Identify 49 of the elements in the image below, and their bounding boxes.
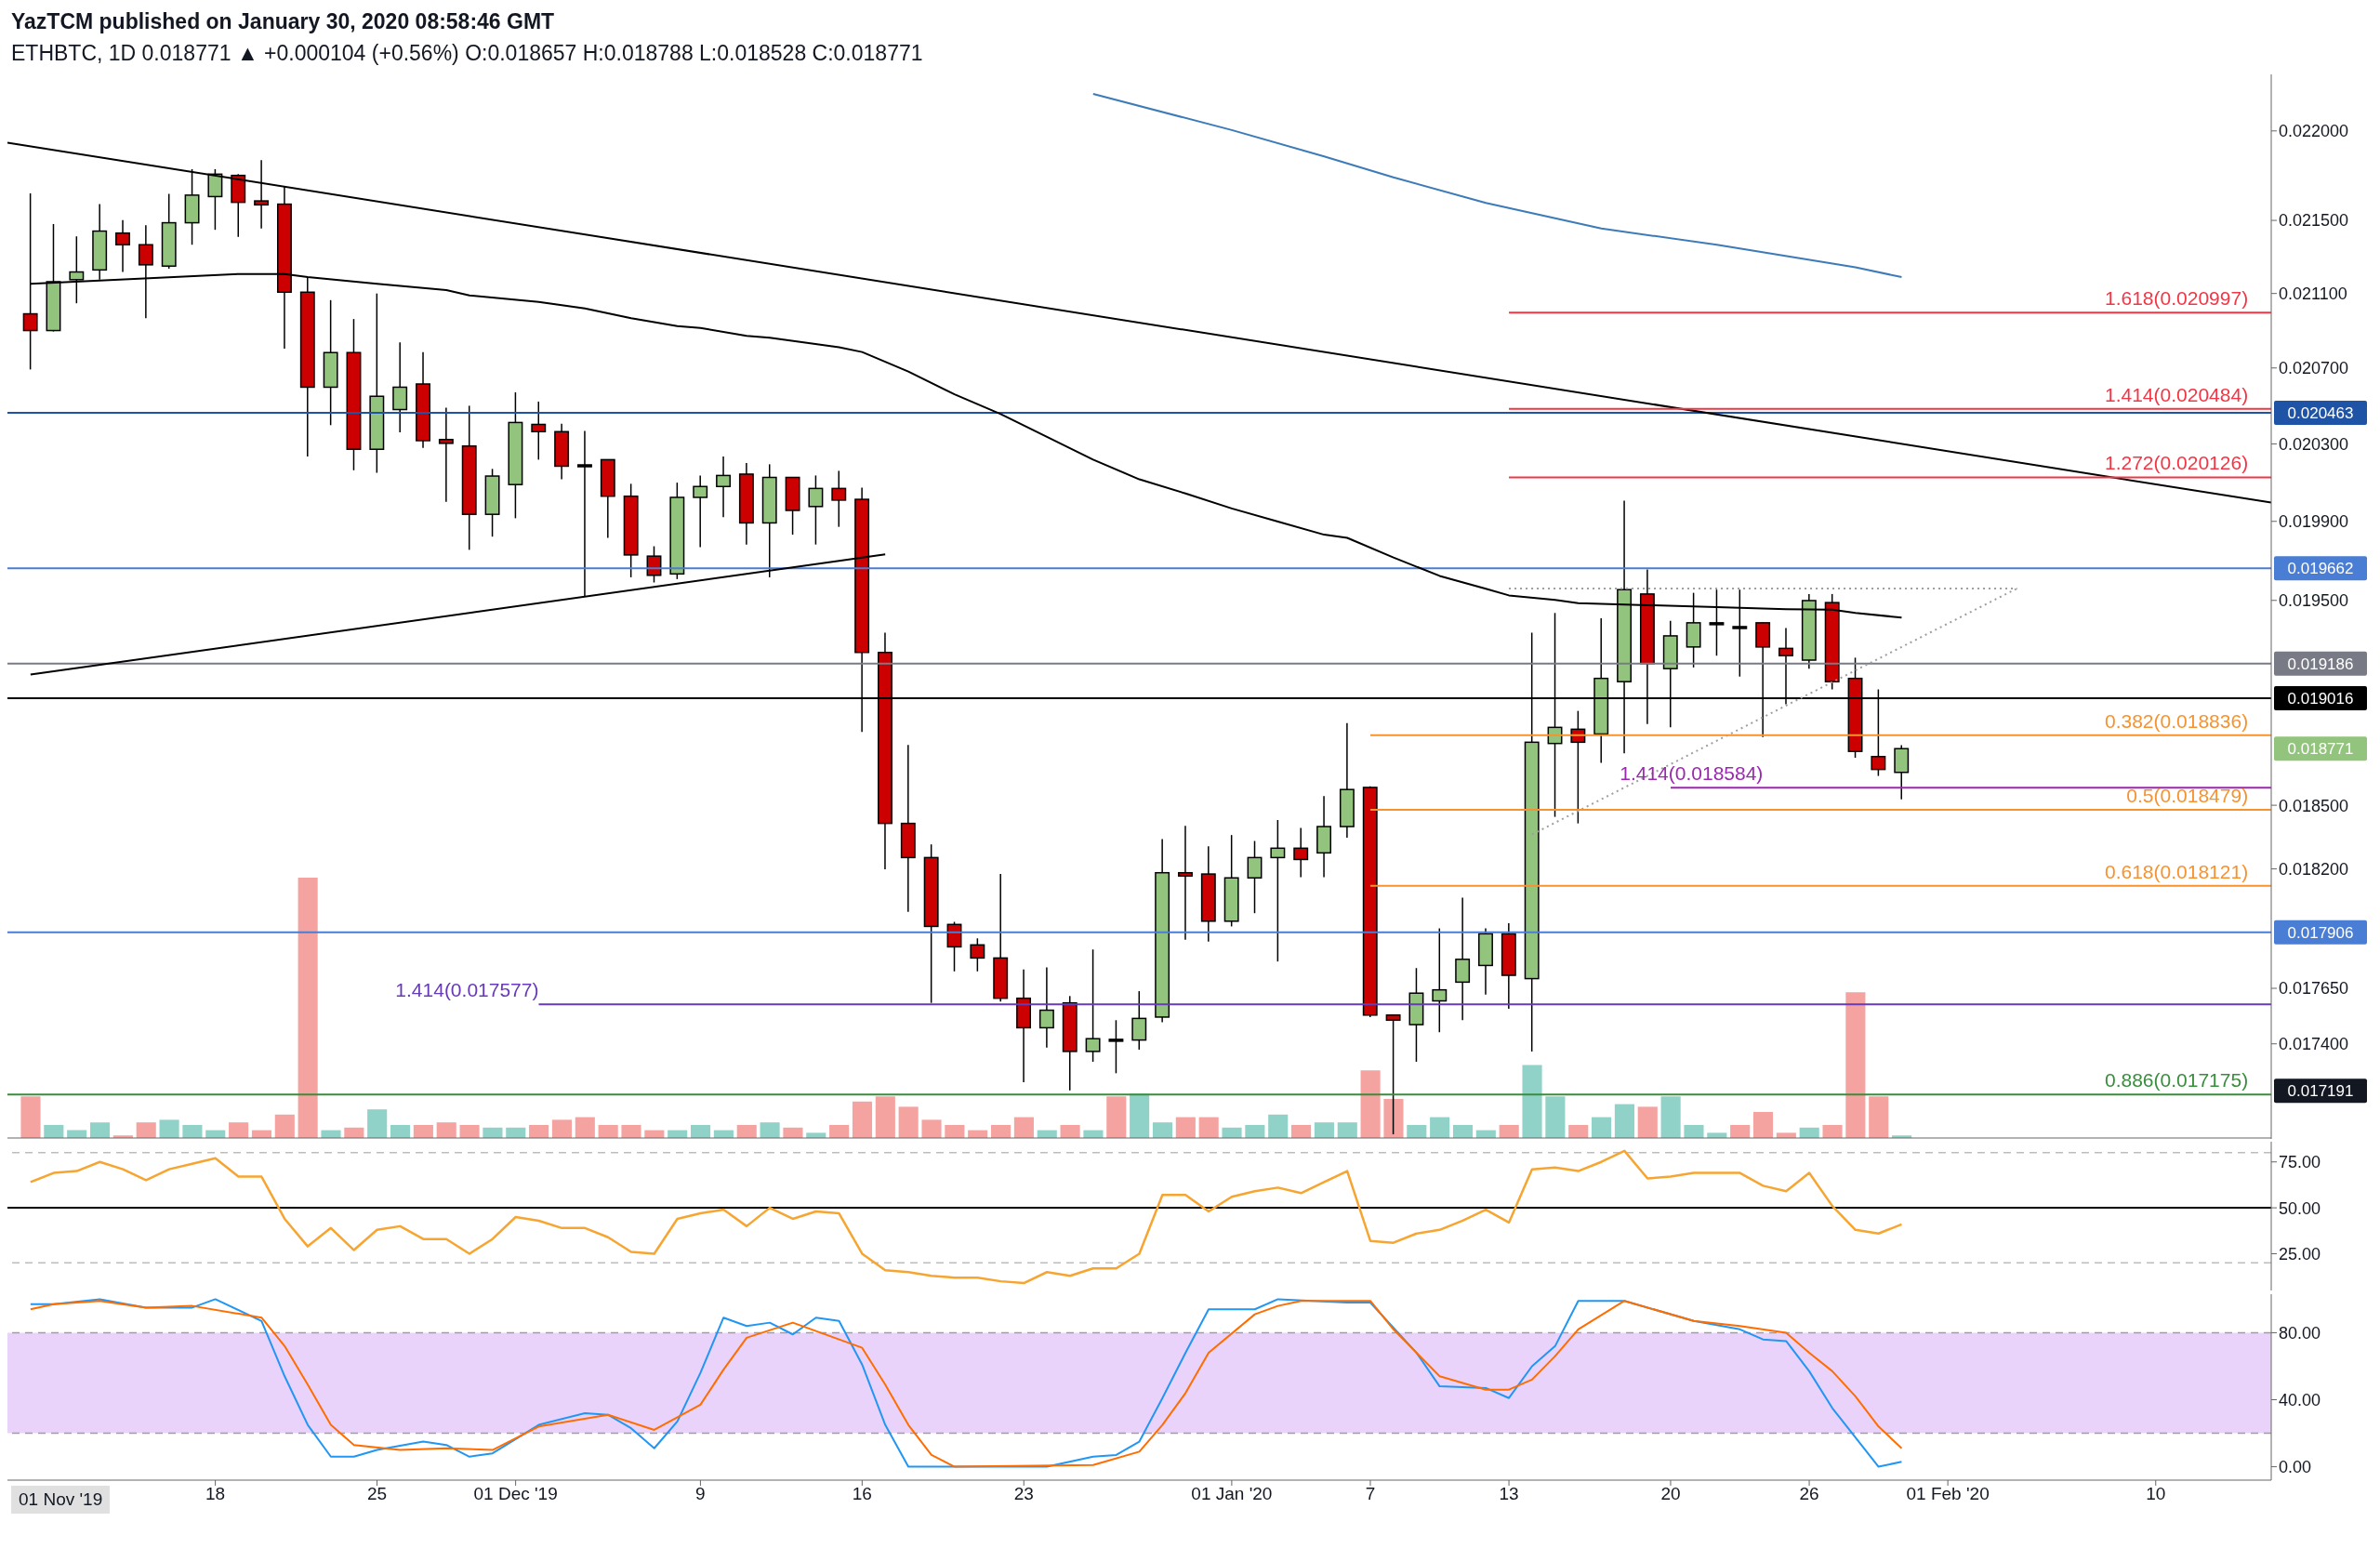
x-tick-label: 01 Feb '20 — [1906, 1484, 1990, 1504]
annotation: 1.414(0.017577) — [395, 979, 539, 1001]
annotation: 0.382(0.018836) — [2105, 709, 2249, 732]
annotation: 1.414(0.020484) — [2105, 383, 2249, 405]
x-tick-label: 26 — [1799, 1484, 1819, 1504]
ref-line-label: 0.019186 — [2287, 655, 2354, 673]
y-tick-label: 0.020300 — [2279, 434, 2349, 454]
annotation: 0.5(0.018479) — [2126, 784, 2249, 806]
y-tick-label: 50.00 — [2279, 1198, 2321, 1218]
x-tick-label: 25 — [366, 1484, 388, 1504]
ref-line-label: 0.019016 — [2287, 689, 2354, 708]
annotation: 0.618(0.018121) — [2105, 860, 2249, 882]
ref-line-label: 0.019662 — [2287, 560, 2354, 578]
x-tick-label: 16 — [852, 1484, 872, 1504]
y-tick-label: 0.022000 — [2279, 122, 2349, 141]
y-tick-label: 75.00 — [2279, 1153, 2321, 1172]
x-tick-label: 23 — [1013, 1484, 1034, 1504]
y-tick-label: 0.017400 — [2279, 1035, 2349, 1054]
annotation: 1.272(0.020126) — [2105, 452, 2249, 474]
chart-subtitle: ETHBTC, 1D 0.018771 ▲ +0.000104 (+0.56%) O:0.018657 H:0.018788 L:0.018528 C:0.018771 — [11, 41, 923, 66]
y-tick-label: 0.00 — [2279, 1457, 2312, 1476]
annotation: 0.017191 — [2287, 1082, 2354, 1101]
y-tick-label: 0.018200 — [2279, 859, 2349, 879]
text: 01 Nov '19 — [11, 1486, 111, 1514]
y-tick-label: 0.019900 — [2279, 512, 2349, 532]
annotation: 1.618(0.020997) — [2105, 287, 2249, 310]
x-tick-label: 10 — [2146, 1484, 2166, 1504]
x-tick-label: 7 — [1365, 1484, 1376, 1504]
x-tick-label: 20 — [1660, 1484, 1681, 1504]
chart-title: YazTCM published on January 30, 2020 08:58:46 GMT — [11, 9, 555, 34]
y-tick-label: 0.020700 — [2279, 359, 2349, 378]
annotation: 1.414(0.018584) — [1620, 762, 1764, 785]
y-tick-label: 0.021500 — [2279, 211, 2349, 231]
y-tick-label: 0.021100 — [2279, 284, 2347, 304]
y-tick-label: 0.017650 — [2279, 979, 2349, 999]
y-tick-label: 0.018500 — [2279, 796, 2349, 815]
x-tick-label: 9 — [695, 1484, 706, 1504]
x-tick-label: 01 Dec '19 — [473, 1484, 558, 1504]
x-tick-label: 01 Jan '20 — [1191, 1484, 1273, 1504]
y-tick-label: 0.019500 — [2279, 591, 2349, 611]
y-tick-label: 25.00 — [2279, 1244, 2321, 1264]
ref-line-label: 0.017906 — [2287, 923, 2354, 942]
annotation: 0.886(0.017175) — [2105, 1069, 2249, 1092]
x-tick-label: 13 — [1499, 1484, 1519, 1504]
y-tick-label: 40.00 — [2279, 1390, 2321, 1409]
ref-line-label: 0.020463 — [2287, 404, 2354, 422]
x-tick-label: 18 — [205, 1484, 226, 1504]
text: 0.018771 — [2287, 740, 2354, 759]
y-tick-label: 80.00 — [2279, 1323, 2321, 1343]
